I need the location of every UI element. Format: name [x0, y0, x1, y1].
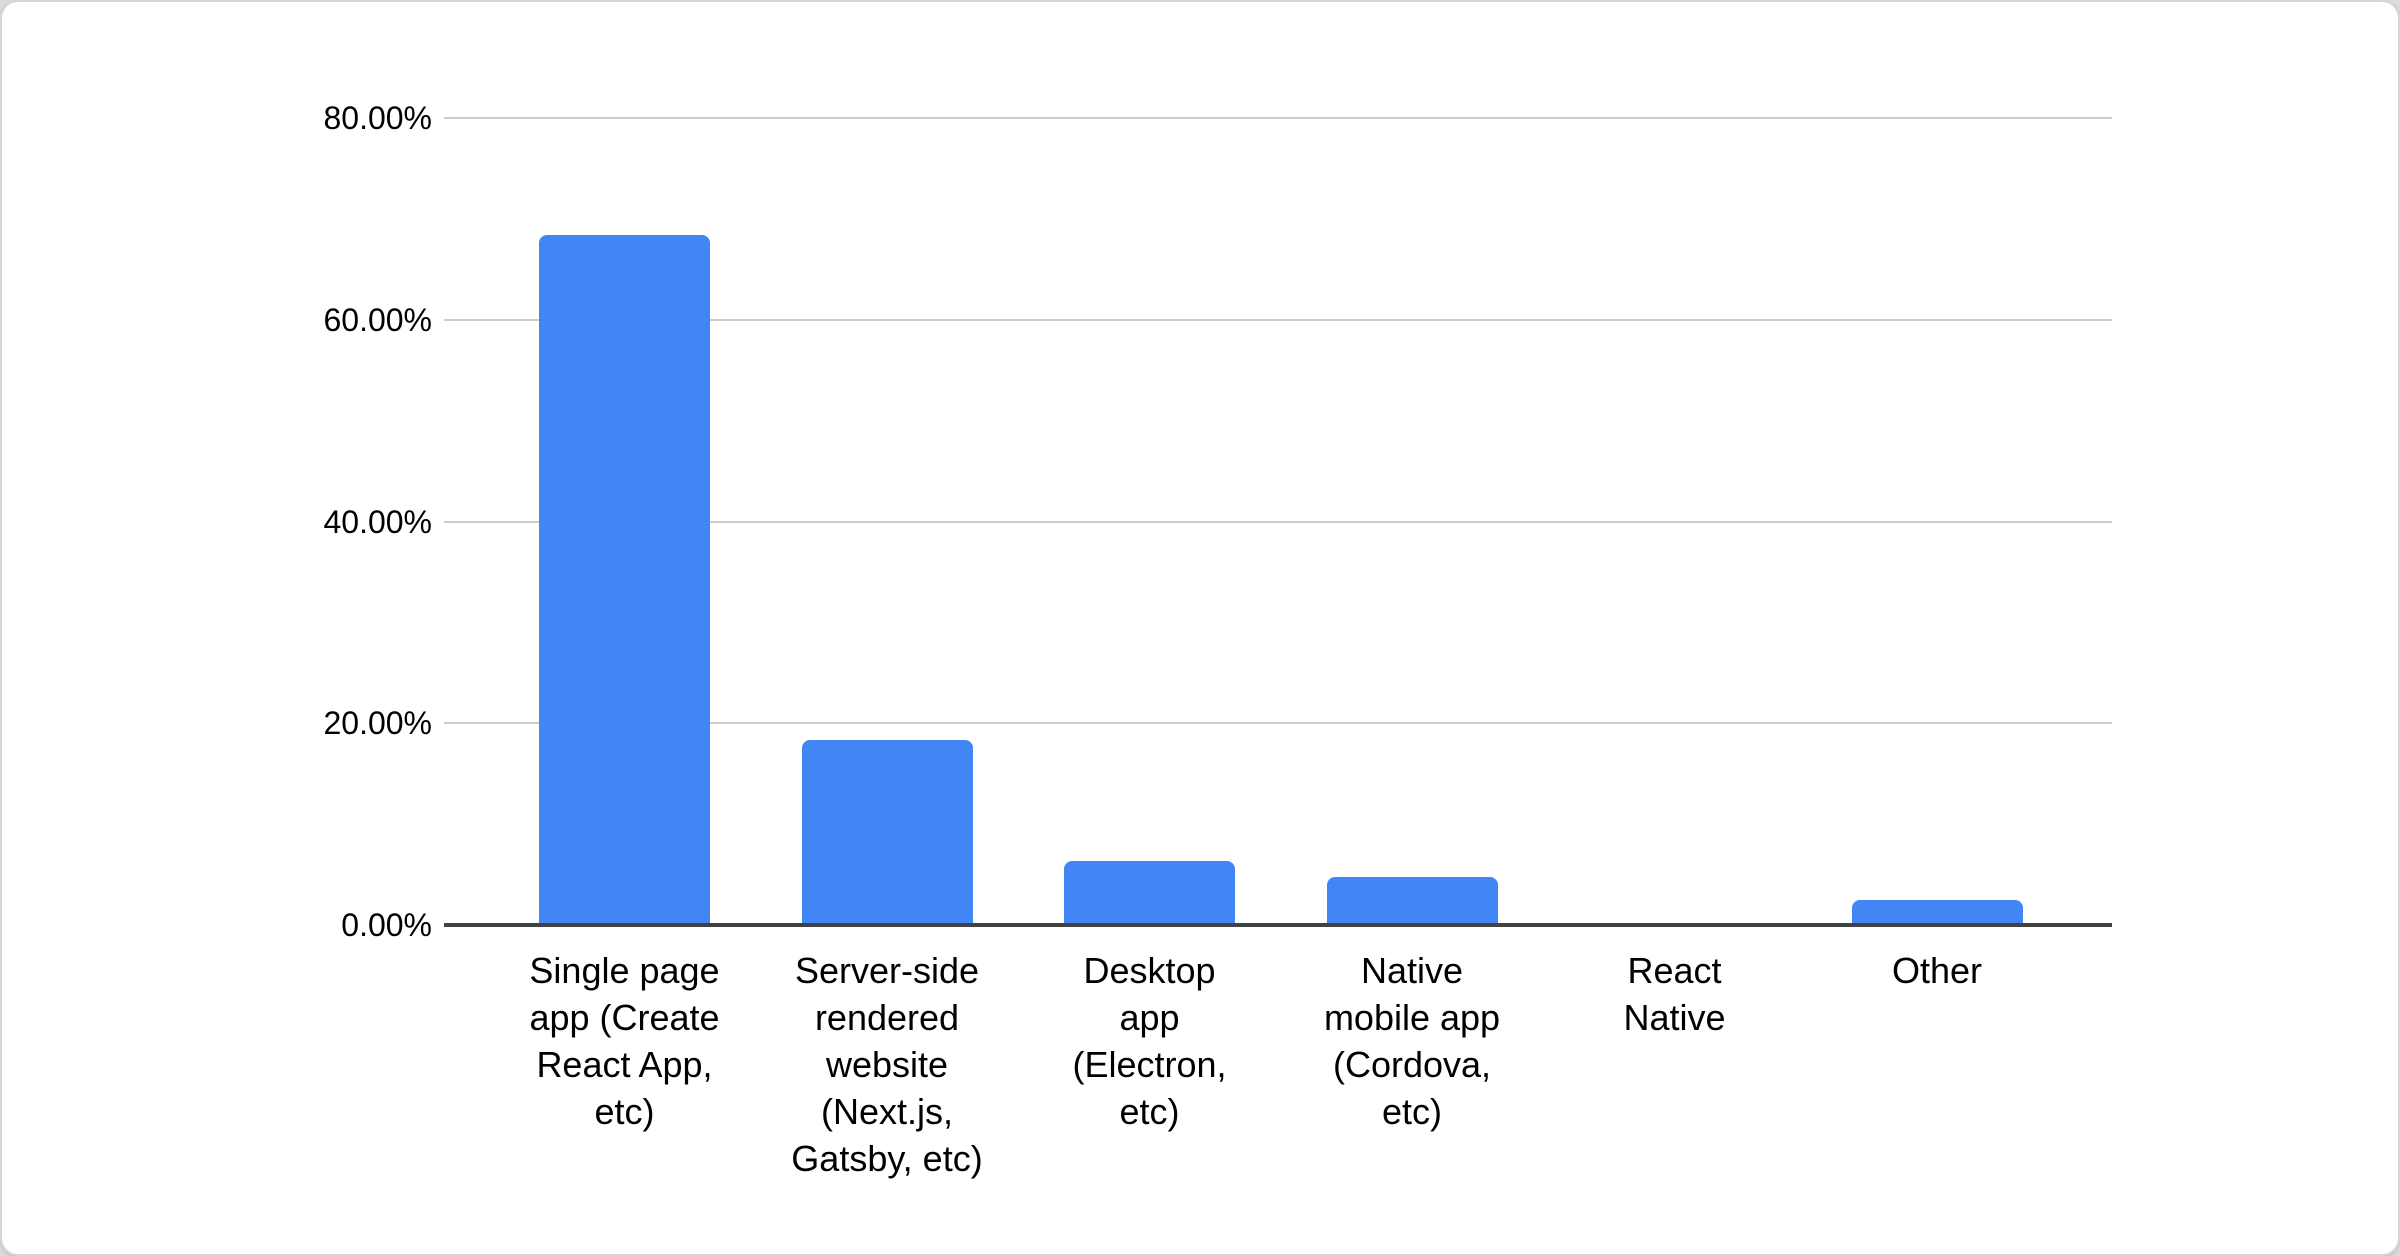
x-axis-category-label: Native mobile app (Cordova, etc) [1323, 950, 1501, 1132]
y-axis-tick-label: 20.00% [323, 705, 432, 742]
bar[interactable] [1326, 876, 1498, 925]
x-axis-category-label: Desktop app (Electron, etc) [1072, 950, 1227, 1132]
bar[interactable] [1064, 861, 1235, 925]
gridline [444, 722, 2112, 725]
y-axis-tick-label: 40.00% [323, 503, 432, 540]
gridline [444, 117, 2112, 119]
x-axis-category-label: Other [1891, 950, 1983, 991]
y-axis-tick-label: 80.00% [323, 100, 432, 136]
gridline [444, 520, 2112, 523]
x-axis-category-label: Server-side rendered website (Next.js, G… [791, 950, 983, 1179]
gridline [444, 318, 2112, 321]
y-axis-tick-label: 60.00% [323, 301, 432, 338]
bar[interactable] [539, 235, 710, 925]
x-axis-category-label: Single page app (Create React App, etc) [529, 950, 720, 1132]
y-axis-tick-label: 0.00% [341, 907, 432, 943]
x-axis-category-label: React Native [1623, 950, 1726, 1038]
x-axis-line [444, 923, 2112, 927]
bar[interactable] [1851, 899, 2023, 925]
bar[interactable] [801, 740, 973, 925]
